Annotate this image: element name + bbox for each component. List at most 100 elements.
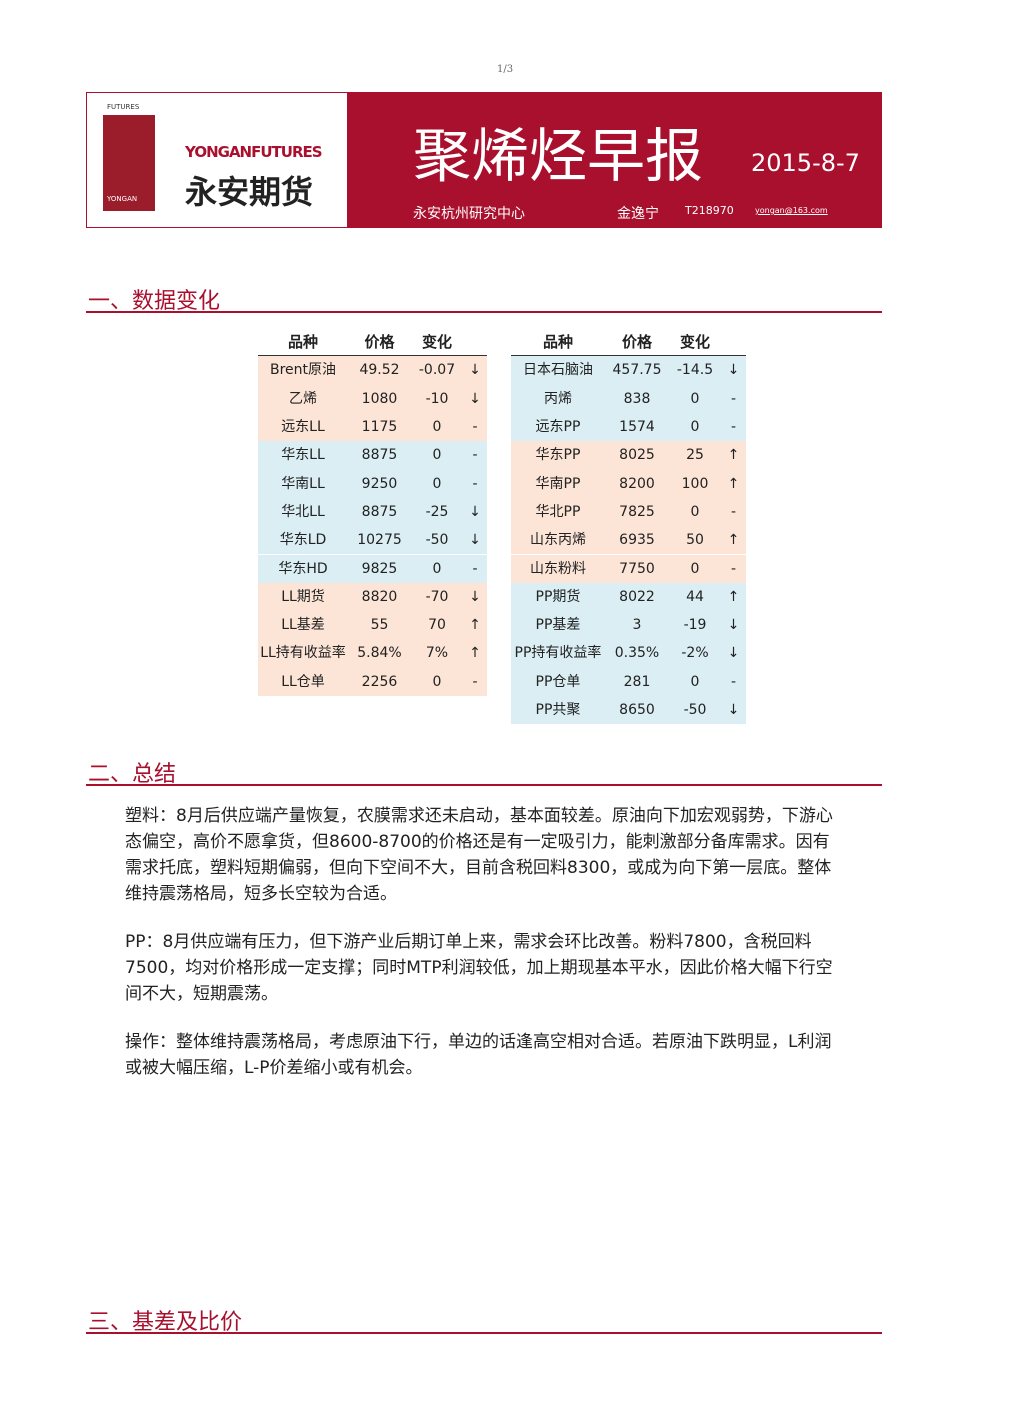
table-cell: ↑ bbox=[727, 588, 740, 605]
table-row: 华南LL 9250 0 - bbox=[258, 469, 487, 498]
table-cell: 华东LL bbox=[281, 447, 325, 464]
table-row: 远东PP 1574 0 - bbox=[511, 413, 746, 442]
table-header: 变化 bbox=[421, 333, 452, 351]
table-row: LL持有收益率 5.84% 7% ↑ bbox=[258, 639, 487, 668]
table-cell: 49.52 bbox=[359, 362, 400, 379]
table-cell: -10 bbox=[425, 390, 449, 407]
table-cell: 华东HD bbox=[278, 560, 328, 577]
table-row: PP基差 3 -19 ↓ bbox=[511, 611, 746, 640]
page-number: 1/3 bbox=[497, 64, 514, 75]
email[interactable]: yongan@163.com bbox=[755, 206, 828, 215]
table-cell: 50 bbox=[686, 532, 704, 549]
table-cell: 8650 bbox=[619, 702, 655, 718]
table-cell: 10275 bbox=[357, 532, 402, 549]
table-cell: ↓ bbox=[469, 362, 481, 379]
table-cell: 华南PP bbox=[535, 475, 581, 492]
table-cell: -50 bbox=[683, 702, 707, 718]
table-cell: 日本石脑油 bbox=[523, 362, 593, 379]
table-cell: LL基差 bbox=[281, 617, 325, 634]
table-cell: PP持有收益率 bbox=[514, 645, 602, 662]
logo-cn: 永安期货 bbox=[185, 173, 314, 211]
table-cell: - bbox=[730, 560, 737, 577]
logo-bottom: YONGAN bbox=[107, 195, 138, 203]
table-row: 华东PP 8025 25 ↑ bbox=[511, 441, 746, 470]
table-cell: - bbox=[472, 560, 478, 577]
table-row: 华南PP 8200 100 ↑ bbox=[511, 469, 746, 498]
table-cell: 华南LL bbox=[281, 475, 325, 492]
table-cell: 1080 bbox=[361, 390, 398, 407]
table-cell: 0 bbox=[432, 560, 442, 577]
table-cell: 6935 bbox=[619, 532, 655, 549]
table-header: 变化 bbox=[679, 333, 710, 351]
table-cell: 丙烯 bbox=[544, 390, 572, 407]
table-row: 日本石脑油 457.75 -14.5 ↓ bbox=[511, 356, 746, 385]
table-cell: 8820 bbox=[361, 588, 398, 605]
table-cell: ↓ bbox=[727, 617, 740, 634]
section-heading: 一、数据变化 bbox=[88, 289, 221, 314]
org: 永安杭州研究中心 bbox=[413, 206, 525, 222]
section-rule bbox=[86, 1332, 882, 1334]
table-header: 品种 bbox=[287, 333, 318, 351]
logo-brand: YONGANFUTURES bbox=[185, 143, 323, 161]
table-row: 华北PP 7825 0 - bbox=[511, 497, 746, 527]
table-cell: 0.35% bbox=[614, 645, 660, 662]
table-cell: ↓ bbox=[727, 645, 740, 662]
table-cell: 838 bbox=[623, 390, 651, 407]
table-cell: PP期货 bbox=[535, 588, 581, 605]
table-row: 华东LL 8875 0 - bbox=[258, 441, 487, 470]
table-cell: 7825 bbox=[619, 503, 655, 520]
paragraph: 塑料：8月后供应端产量恢复，农膜需求还未启动，基本面较差。原油向下加宏观弱势，下… bbox=[125, 806, 833, 904]
table-header: 价格 bbox=[364, 333, 395, 351]
logo-small: FUTURES bbox=[107, 103, 140, 111]
table-cell: 0 bbox=[690, 390, 700, 407]
table-cell: ↓ bbox=[469, 503, 481, 520]
table-cell: 8025 bbox=[619, 447, 655, 464]
table-cell: -19 bbox=[683, 617, 707, 634]
table-cell: 100 bbox=[681, 475, 709, 492]
table-cell: PP共聚 bbox=[535, 702, 581, 718]
table-cell: 华东PP bbox=[535, 447, 581, 464]
table-cell: 3 bbox=[632, 617, 642, 634]
table-cell: ↓ bbox=[469, 390, 481, 407]
table-cell: 0 bbox=[690, 419, 700, 435]
table-cell: 山东粉料 bbox=[530, 560, 586, 577]
table-cell: ↓ bbox=[727, 702, 740, 718]
logo-mark bbox=[103, 115, 155, 211]
table-cell: 7% bbox=[425, 645, 449, 662]
table-cell: 8875 bbox=[361, 447, 398, 464]
author: 金逸宁 bbox=[617, 206, 659, 222]
table-row: LL仓单 2256 0 - bbox=[258, 667, 487, 696]
table-cell: ↑ bbox=[727, 475, 740, 492]
table-cell: 8022 bbox=[619, 588, 655, 605]
table-cell: 281 bbox=[623, 673, 651, 690]
table-row: 华北LL 8875 -25 ↓ bbox=[258, 497, 487, 527]
table-cell: ↓ bbox=[727, 362, 740, 379]
table-cell: 1574 bbox=[619, 419, 655, 435]
table-cell: 0 bbox=[690, 560, 700, 577]
table-row: 丙烯 838 0 - bbox=[511, 384, 746, 413]
table-cell: - bbox=[730, 503, 737, 520]
table-cell: 1175 bbox=[361, 419, 398, 435]
date: 2015-8-7 bbox=[751, 149, 860, 177]
table-cell: 55 bbox=[370, 617, 389, 634]
table-cell: ↓ bbox=[469, 588, 481, 605]
table-cell: 8875 bbox=[361, 503, 398, 520]
table-row: LL基差 55 70 ↑ bbox=[258, 611, 487, 640]
table-cell: - bbox=[472, 447, 478, 464]
table-cell: 华北PP bbox=[535, 503, 581, 520]
table-header: 品种 bbox=[542, 333, 573, 351]
header: FUTURES YONGAN YONGANFUTURES 永安期货 聚烯烃早报 … bbox=[86, 92, 882, 228]
section-rule bbox=[86, 784, 882, 786]
header-rule bbox=[511, 355, 746, 356]
license: T218970 bbox=[685, 204, 734, 217]
table-cell: - bbox=[472, 419, 478, 435]
table-cell: 远东LL bbox=[281, 419, 325, 435]
table-row: PP持有收益率 0.35% -2% ↓ bbox=[511, 639, 746, 668]
table-cell: ↓ bbox=[469, 532, 481, 549]
table-row: 华东LD 10275 -50 ↓ bbox=[258, 526, 487, 555]
table-cell: LL仓单 bbox=[281, 673, 325, 690]
table-cell: - bbox=[472, 475, 478, 492]
table-row: 华东HD 9825 0 - bbox=[258, 554, 487, 583]
table-cell: -50 bbox=[425, 532, 449, 549]
table-cell: 7750 bbox=[619, 560, 655, 577]
